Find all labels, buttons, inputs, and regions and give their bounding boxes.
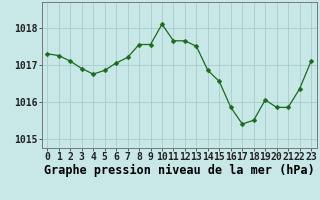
X-axis label: Graphe pression niveau de la mer (hPa): Graphe pression niveau de la mer (hPa): [44, 164, 315, 177]
